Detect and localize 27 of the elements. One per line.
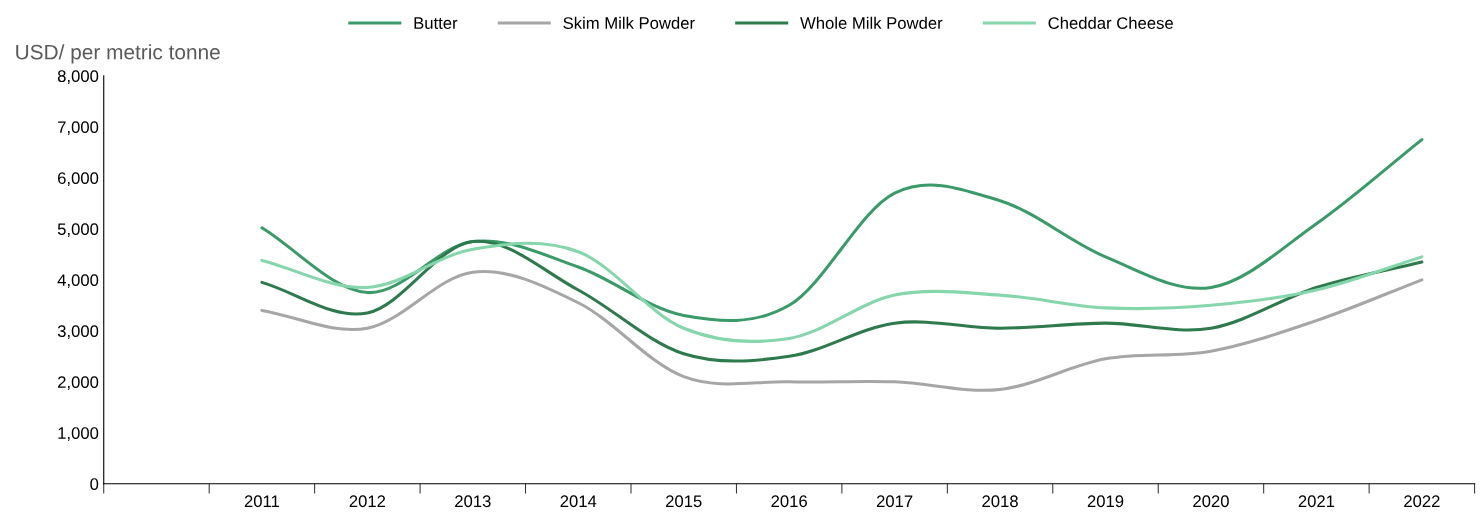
y-tick-label: 4,000 — [57, 274, 99, 288]
y-tick-label: 8,000 — [57, 70, 99, 85]
x-tick-label: 2012 — [349, 495, 386, 508]
legend-label: Skim Milk Powder — [563, 16, 695, 29]
x-tick-label: 2014 — [560, 495, 597, 508]
y-tick-label: 6,000 — [58, 172, 99, 186]
x-tick-label: 2016 — [771, 495, 807, 508]
y-tick-label: 3,000 — [57, 325, 99, 339]
y-tick-label: 0 — [90, 478, 99, 490]
y-tick-label: 1,000 — [58, 427, 99, 441]
x-tick-label: 2021 — [1298, 495, 1335, 508]
y-axis-title: USD/ per metric tonne — [16, 44, 220, 64]
x-tick-label: 2015 — [666, 495, 702, 508]
x-tick-label: 2018 — [982, 495, 1018, 508]
x-tick-label: 2017 — [876, 495, 913, 508]
y-tick-label: 7,000 — [58, 121, 99, 135]
x-tick-label: 2013 — [455, 495, 491, 508]
legend-label: Cheddar Cheese — [1048, 16, 1173, 29]
legend-label: Whole Milk Powder — [800, 16, 943, 29]
line-series — [260, 270, 1424, 392]
x-tick-label: 2020 — [1193, 495, 1229, 508]
y-tick-label: 5,000 — [57, 223, 99, 237]
y-tick-label: 2,000 — [58, 376, 99, 390]
x-tick-label: 2011 — [244, 495, 280, 508]
x-tick-label: 2019 — [1087, 495, 1124, 508]
x-tick-label: 2022 — [1404, 495, 1440, 508]
legend-label: Butter — [414, 17, 458, 29]
